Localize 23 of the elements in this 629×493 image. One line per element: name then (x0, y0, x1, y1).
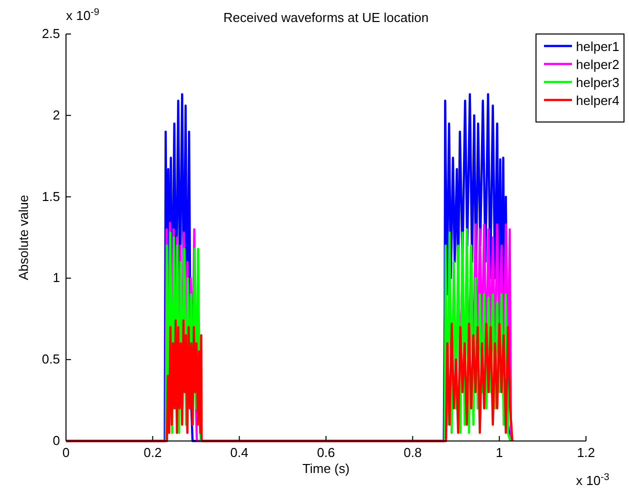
legend-label: helper3 (576, 75, 620, 90)
line-series (64, 319, 514, 442)
legend-label: helper2 (576, 57, 620, 72)
text: x 10$^{-3}$ (576, 472, 610, 488)
y-tick-label: 0 (52, 433, 60, 448)
y-tick-label: 2 (52, 107, 60, 122)
y-tick-label: 2.5 (42, 26, 60, 41)
legend-label: helper4 (576, 93, 620, 108)
x-tick-label: 0 (62, 445, 70, 460)
x-tick-label: 0.8 (404, 445, 422, 460)
y-tick-label: 1.5 (42, 188, 60, 204)
x-tick-label: 0.6 (316, 445, 336, 460)
chart-title: Received waveforms at UE location (223, 10, 429, 25)
x-tick-label: 0.2 (144, 445, 162, 460)
x-tick-label: 0.4 (230, 445, 248, 460)
legend-label: helper1 (576, 39, 620, 54)
text: x 10$^{-9}$ (66, 6, 100, 23)
x-axis-title: Time (s) (302, 461, 350, 476)
x-tick-label: 1.2 (576, 445, 596, 460)
y-tick-label: 1 (52, 270, 60, 286)
y-tick-label: 0.5 (42, 352, 60, 367)
x-tick-label: 1 (496, 445, 503, 460)
y-axis-title: Absolute value (16, 194, 31, 280)
